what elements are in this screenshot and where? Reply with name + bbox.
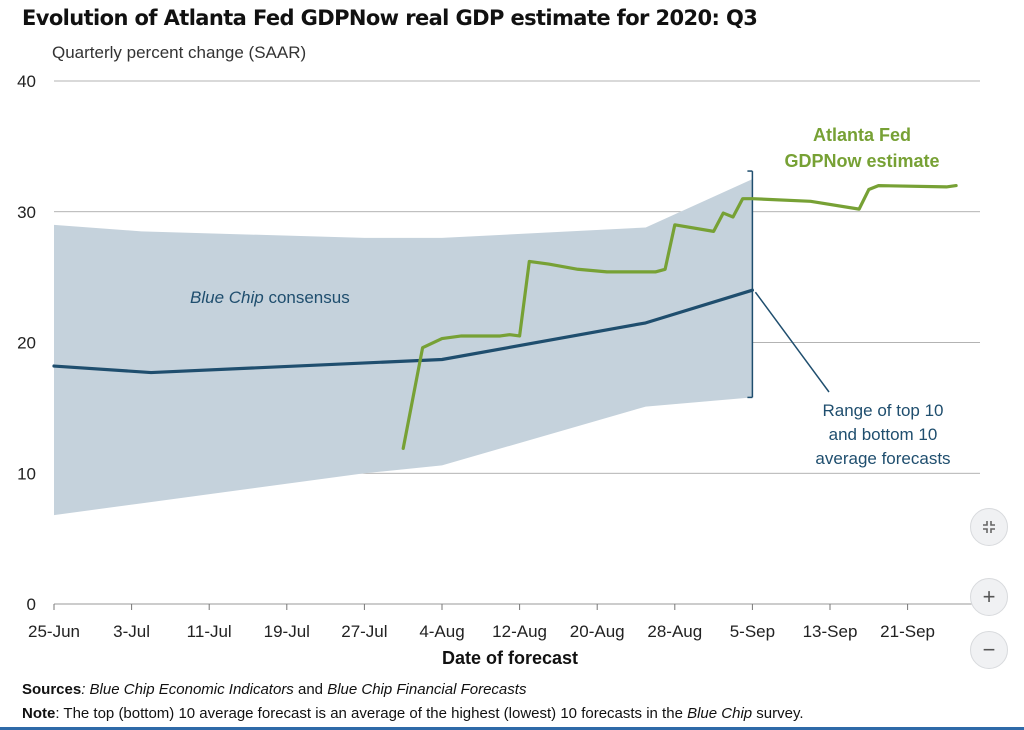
collapse-button[interactable] [970, 508, 1008, 546]
note-line: Note: The top (bottom) 10 average foreca… [22, 705, 804, 722]
x-tick-label-27-Jul: 27-Jul [341, 622, 387, 641]
minus-icon: − [982, 637, 996, 662]
sources-sep: : [81, 681, 90, 698]
x-tick-label-21-Sep: 21-Sep [880, 622, 935, 641]
x-tick-label-11-Jul: 11-Jul [187, 622, 232, 641]
note-italic: Blue Chip [687, 705, 753, 722]
annotations: Blue Chip consensus Atlanta Fed GDPNow e… [190, 125, 951, 668]
y-tick-label-0: 0 [27, 595, 36, 614]
y-tick-label-20: 20 [17, 334, 36, 353]
series-lines [52, 184, 958, 451]
consensus-range-band [54, 179, 753, 516]
blue-chip-consensus-label: Blue Chip consensus [190, 288, 350, 307]
blue-chip-consensus-line [52, 288, 755, 375]
note-text-1: : The top (bottom) 10 average forecast i… [55, 705, 688, 722]
range-label-line3: average forecasts [815, 449, 950, 468]
x-tick-label-3-Jul: 3-Jul [113, 622, 150, 641]
range-label-leader-line [754, 291, 830, 393]
blue-chip-label-italic: Blue Chip [190, 288, 264, 307]
collapse-arrows-icon [983, 521, 995, 533]
chart-svg: 0 10 20 30 40 25-Jun 3-Jul 11-Jul 19-Jul 27-Jul 4-… [17, 72, 980, 668]
y-tick-label-40: 40 [17, 72, 36, 91]
y-tick-label-10: 10 [17, 464, 36, 483]
axes: 0 10 20 30 40 25-Jun 3-Jul 11-Jul 19-Jul 27-Jul 4-… [17, 72, 980, 641]
bottom-rule [0, 727, 1024, 730]
sources-publication-1: Blue Chip Economic Indicators [89, 681, 294, 698]
x-axis-title: Date of forecast [442, 648, 578, 668]
note-text-2: survey. [752, 705, 804, 722]
zoom-in-button[interactable]: + [970, 578, 1008, 616]
sources-label: Sources [22, 681, 82, 698]
x-tick-label-20-Aug: 20-Aug [570, 622, 625, 641]
note-label: Note [22, 705, 56, 722]
x-tick-label-4-Aug: 4-Aug [419, 622, 464, 641]
x-tick-label-12-Aug: 12-Aug [492, 622, 547, 641]
atlanta-fed-gdpnow-estimate-line [401, 184, 958, 451]
x-tick-label-19-Jul: 19-Jul [264, 622, 310, 641]
y-tick-label-30: 30 [17, 203, 36, 222]
range-label-line2: and bottom 10 [829, 425, 938, 444]
x-tick-label-13-Sep: 13-Sep [803, 622, 858, 641]
chart-title: Evolution of Atlanta Fed GDPNow real GDP… [22, 6, 758, 30]
chart-subtitle: Quarterly percent change (SAAR) [52, 43, 307, 62]
zoom-out-button[interactable]: − [970, 631, 1008, 669]
sources-line: Sources: Blue Chip Economic Indicators a… [22, 681, 526, 698]
gdpnow-label-line1: Atlanta Fed [813, 125, 911, 145]
plus-icon: + [982, 584, 996, 609]
range-marker-group [747, 170, 754, 399]
gdpnow-label-line2: GDPNow estimate [784, 151, 939, 171]
range-label-line1: Range of top 10 [823, 401, 944, 420]
x-tick-label-28-Aug: 28-Aug [647, 622, 702, 641]
sources-and: and [293, 681, 328, 698]
consensus-range-band-group [54, 179, 753, 516]
x-tick-label-25-Jun: 25-Jun [28, 622, 80, 641]
sources-publication-2: Blue Chip Financial Forecasts [327, 681, 527, 698]
x-tick-label-5-Sep: 5-Sep [730, 622, 775, 641]
blue-chip-label-rest: consensus [264, 288, 350, 307]
